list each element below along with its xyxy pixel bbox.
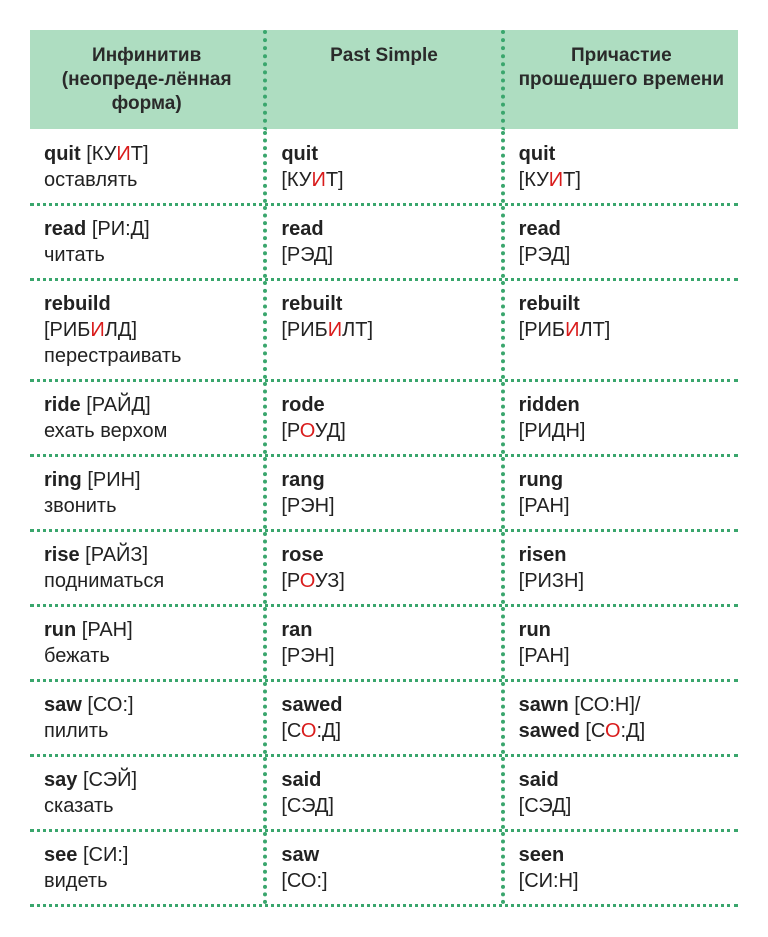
cell-past-participle: rebuilt[РИБИЛТ] xyxy=(505,281,738,379)
cell-infinitive: see [СИ:]видеть xyxy=(30,832,267,904)
table-body: quit [КУИТ]оставлятьquit[КУИТ]quit[КУИТ]… xyxy=(30,131,738,907)
cell-infinitive: ride [РАЙД]ехать верхом xyxy=(30,382,267,454)
cell-past-participle: rung[РАН] xyxy=(505,457,738,529)
cell-past-simple: read[РЭД] xyxy=(267,206,504,278)
cell-past-participle: run[РАН] xyxy=(505,607,738,679)
cell-infinitive: rebuild[РИБИЛД] перестраивать xyxy=(30,281,267,379)
cell-infinitive: rise [РАЙЗ]подниматься xyxy=(30,532,267,604)
table-row: rebuild[РИБИЛД] перестраиватьrebuilt[РИБ… xyxy=(30,281,738,382)
cell-infinitive: run [РАН]бежать xyxy=(30,607,267,679)
cell-infinitive: ring [РИН]звонить xyxy=(30,457,267,529)
cell-past-simple: rose[РОУЗ] xyxy=(267,532,504,604)
verb-table: Инфинитив (неопреде-лённая форма) Past S… xyxy=(30,30,738,907)
cell-past-simple: rebuilt[РИБИЛТ] xyxy=(267,281,504,379)
header-infinitive: Инфинитив (неопреде-лённая форма) xyxy=(30,30,267,131)
cell-infinitive: quit [КУИТ]оставлять xyxy=(30,131,267,203)
cell-past-participle: said[СЭД] xyxy=(505,757,738,829)
table-row: see [СИ:]видетьsaw[СО:]seen[СИ:Н] xyxy=(30,832,738,907)
cell-past-participle: ridden[РИДН] xyxy=(505,382,738,454)
cell-past-participle: seen[СИ:Н] xyxy=(505,832,738,904)
table-row: ride [РАЙД]ехать верхомrode[РОУД]ridden[… xyxy=(30,382,738,457)
table-row: say [СЭЙ]сказатьsaid[СЭД]said[СЭД] xyxy=(30,757,738,832)
cell-past-simple: rang[РЭН] xyxy=(267,457,504,529)
table-row: quit [КУИТ]оставлятьquit[КУИТ]quit[КУИТ] xyxy=(30,131,738,206)
cell-infinitive: read [РИ:Д]читать xyxy=(30,206,267,278)
cell-past-participle: quit[КУИТ] xyxy=(505,131,738,203)
cell-past-participle: read[РЭД] xyxy=(505,206,738,278)
table-row: rise [РАЙЗ]подниматьсяrose[РОУЗ]risen[РИ… xyxy=(30,532,738,607)
table-row: ring [РИН]звонитьrang[РЭН]rung[РАН] xyxy=(30,457,738,532)
cell-past-simple: rode[РОУД] xyxy=(267,382,504,454)
table-header-row: Инфинитив (неопреде-лённая форма) Past S… xyxy=(30,30,738,131)
cell-infinitive: say [СЭЙ]сказать xyxy=(30,757,267,829)
cell-past-simple: sawed[СО:Д] xyxy=(267,682,504,754)
header-past-participle: Причастие прошедшего времени xyxy=(505,30,738,131)
header-past-simple: Past Simple xyxy=(267,30,504,131)
cell-past-simple: said[СЭД] xyxy=(267,757,504,829)
cell-past-simple: quit[КУИТ] xyxy=(267,131,504,203)
cell-past-participle: sawn [СО:Н]/sawed [СО:Д] xyxy=(505,682,738,754)
cell-past-simple: ran[РЭН] xyxy=(267,607,504,679)
table-row: saw [СО:]пилитьsawed[СО:Д]sawn [СО:Н]/sa… xyxy=(30,682,738,757)
cell-past-simple: saw[СО:] xyxy=(267,832,504,904)
table-row: run [РАН]бежатьran[РЭН]run[РАН] xyxy=(30,607,738,682)
table-row: read [РИ:Д]читатьread[РЭД]read[РЭД] xyxy=(30,206,738,281)
cell-past-participle: risen[РИЗН] xyxy=(505,532,738,604)
cell-infinitive: saw [СО:]пилить xyxy=(30,682,267,754)
